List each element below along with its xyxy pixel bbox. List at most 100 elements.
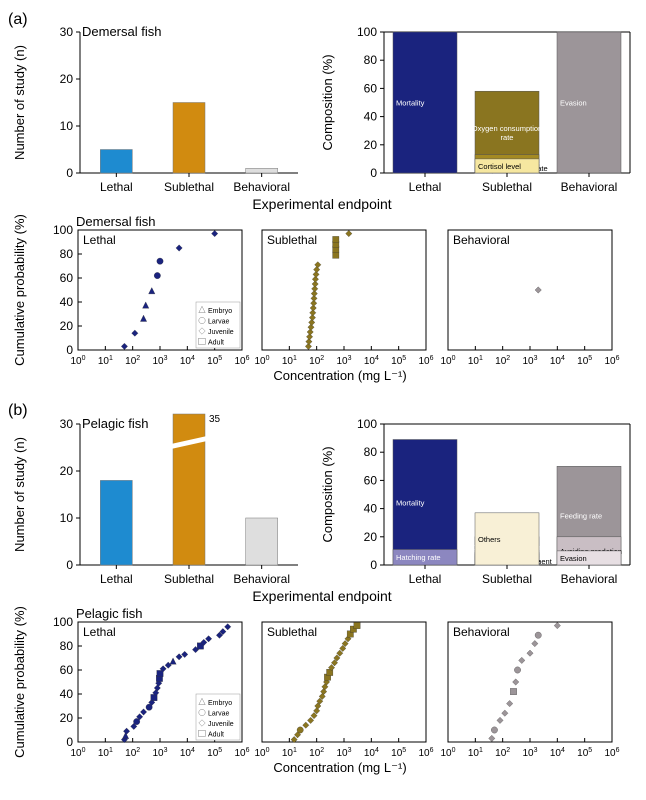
- b-cdf-point-juvenile: [140, 708, 147, 716]
- a-cdf-x-tick-label: 100: [440, 355, 455, 367]
- b-cdf-point-juvenile: [155, 679, 163, 687]
- a-cdf-facet-title: Sublethal: [267, 233, 317, 247]
- a-cdf-x-tick-label: 104: [364, 355, 379, 367]
- b-cdf-point-juvenile: [219, 628, 227, 636]
- b-cdf-legend-label: Larvae: [208, 711, 230, 718]
- a-comp-y-tick-label: 40: [364, 110, 378, 124]
- b-cdf-point-juvenile: [148, 698, 156, 706]
- b-cdf-point-larvae: [491, 726, 498, 734]
- a-cdf-point-juvenile: [306, 333, 313, 341]
- a-cdf-x-tick-label: 103: [336, 355, 351, 367]
- b-cdf-x-tick-label: 106: [418, 747, 433, 759]
- b-cdf-x-tick-label: 106: [604, 747, 619, 759]
- b-cdf-point-adult: [510, 688, 517, 695]
- a-cdf-point-juvenile: [345, 230, 353, 238]
- b-cdf-y-tick-label: 100: [53, 615, 73, 629]
- b-count-x-tick-label: Behavioral: [233, 572, 290, 586]
- b-cdf-x-tick-label: 101: [468, 747, 483, 759]
- a-cdf-point-juvenile: [311, 280, 319, 288]
- b-cdf-point-juvenile: [130, 722, 138, 730]
- a-cdf-x-tick-label: 105: [207, 355, 222, 367]
- b-comp-x-tick-label: Behavioral: [561, 572, 618, 586]
- a-cdf-point-adult: [332, 236, 340, 243]
- a-comp-x-tick-label: Lethal: [409, 180, 442, 194]
- a-cdf-y-axis-label: Cumulative probability (%): [12, 214, 27, 366]
- b-comp-y-tick-label: 0: [370, 558, 377, 572]
- a-cdf-title: Demersal fish: [76, 214, 155, 229]
- a-cdf-x-tick-label: 101: [282, 355, 297, 367]
- a-cdf-legend-label: Larvae: [208, 319, 230, 326]
- b-cdf-legend-symbol-adult: [198, 730, 206, 737]
- b-cdf-point-adult: [350, 625, 357, 633]
- b-cdf-point-juvenile: [159, 665, 167, 673]
- b-cdf-x-tick-label: 103: [522, 747, 537, 759]
- a-comp-segment-label: Evasion: [560, 99, 587, 108]
- b-cdf-point-adult: [326, 669, 334, 676]
- b-count-bar-annotation: 35: [209, 414, 221, 425]
- a-count-bar-lethal: [100, 149, 133, 174]
- b-cdf-point-juvenile: [531, 640, 539, 648]
- a-count-x-tick-label: Lethal: [100, 180, 133, 194]
- a-cdf-point-juvenile: [211, 230, 219, 238]
- a-cdf-point-juvenile: [312, 270, 320, 278]
- b-cdf-facet-title: Lethal: [83, 625, 116, 639]
- a-cdf-x-tick-label: 105: [391, 355, 406, 367]
- b-count-axis-break: [171, 436, 207, 449]
- a-cdf-legend-symbol-embryo: [198, 305, 206, 313]
- a-cdf-x-tick-label: 104: [180, 355, 195, 367]
- panel-label-a: (a): [8, 11, 28, 28]
- b-cdf-point-larvae: [296, 726, 304, 734]
- b-cdf-legend-symbol-embryo: [198, 697, 206, 705]
- b-cdf-point-juvenile: [320, 688, 328, 696]
- a-comp-y-tick-label: 0: [370, 166, 377, 180]
- b-cdf-point-adult: [353, 622, 361, 629]
- b-count-bar-behavioral: [245, 517, 278, 566]
- a-comp-x-tick-label: Behavioral: [561, 180, 618, 194]
- b-cdf-point-juvenile: [290, 736, 298, 744]
- a-cdf-x-tick-label: 106: [604, 355, 619, 367]
- b-cdf-point-juvenile: [339, 644, 347, 652]
- b-cdf-x-tick-label: 104: [180, 747, 195, 759]
- a-cdf-point-juvenile: [310, 290, 318, 298]
- a-cdf-point-juvenile: [311, 285, 319, 293]
- b-cdf-point-juvenile: [488, 734, 496, 742]
- b-cdf-facet-title: Behavioral: [453, 625, 510, 639]
- b-cdf-y-tick-label: 60: [60, 663, 74, 677]
- a-cdf-point-juvenile: [313, 266, 321, 274]
- b-cdf-y-tick-label: 0: [66, 735, 73, 749]
- a-comp-segment-mortality: [392, 31, 458, 174]
- b-cdf-x-tick-label: 102: [125, 747, 140, 759]
- b-cdf-point-juvenile: [501, 709, 509, 717]
- panel-label-b: (b): [8, 402, 28, 419]
- b-cdf-point-juvenile: [224, 623, 232, 631]
- b-cdf-point-embryo: [122, 731, 130, 739]
- a-count-x-tick-label: Behavioral: [233, 180, 290, 194]
- b-cdf-y-tick-label: 80: [60, 639, 74, 653]
- b-comp-segment-label: Others: [478, 535, 501, 544]
- a-cdf-point-juvenile: [310, 294, 318, 302]
- a-cdf-x-tick-label: 102: [309, 355, 324, 367]
- a-cdf-legend-label: Juvenile: [208, 329, 234, 336]
- a-cdf-y-tick-label: 80: [60, 247, 74, 261]
- b-cdf-x-tick-label: 105: [207, 747, 222, 759]
- b-cdf-point-juvenile: [336, 649, 344, 657]
- a-cdf-point-juvenile: [314, 261, 322, 269]
- b-cdf-point-juvenile: [318, 692, 326, 700]
- b-cdf-legend-label: Embryo: [208, 700, 232, 707]
- a-cdf-point-larvae: [154, 272, 161, 279]
- a-cdf-point-juvenile: [305, 338, 313, 346]
- a-comp-y-tick-label: 100: [357, 25, 377, 39]
- a-comp-segment-label: Oxygen consumption: [472, 124, 542, 133]
- b-cdf-point-juvenile: [518, 656, 526, 664]
- b-cdf-y-tick-label: 40: [60, 687, 74, 701]
- b-cdf-point-juvenile: [302, 721, 310, 729]
- a-cdf-legend-symbol-juvenile: [198, 327, 206, 335]
- b-cdf-point-juvenile: [316, 697, 324, 705]
- a-cdf-x-axis-label: Concentration (mg L⁻¹): [273, 368, 406, 383]
- b-cdf-point-larvae: [145, 703, 153, 711]
- b-cdf-facet-title: Sublethal: [267, 625, 317, 639]
- b-count-x-tick-label: Lethal: [100, 572, 133, 586]
- b-cdf-x-tick-label: 103: [336, 747, 351, 759]
- a-cdf-point-juvenile: [307, 323, 315, 331]
